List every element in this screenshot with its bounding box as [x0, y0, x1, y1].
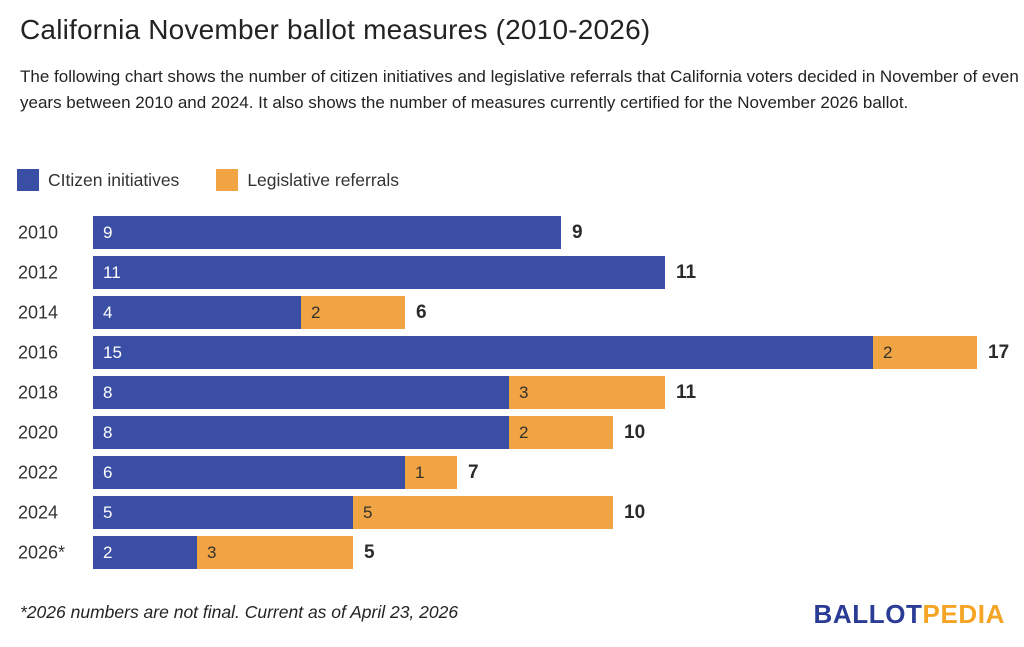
- legend-item-citizen-initiatives: CItizen initiatives: [17, 169, 179, 191]
- chart-row-2026: 2026* 2 3 5: [0, 536, 1024, 569]
- year-label: 2012: [18, 262, 59, 282]
- total-value-label: 10: [624, 421, 646, 443]
- segment-value-label: 3: [207, 542, 217, 562]
- bar-strip: 6 1 7: [93, 456, 479, 489]
- total-value-label: 17: [988, 341, 1010, 363]
- chart-row-2010: 2010 9 9: [0, 216, 1024, 249]
- segment-value-label: 5: [103, 502, 113, 522]
- segment-value-label: 5: [363, 502, 373, 522]
- year-label: 2026*: [18, 542, 66, 562]
- bar-strip: 5 5 10: [93, 496, 645, 529]
- citizen-initiatives-swatch: [17, 169, 39, 191]
- bar-strip: 8 2 10: [93, 416, 645, 449]
- citizen-initiatives-bar-segment: 8: [93, 376, 509, 409]
- total-value-label: 5: [364, 541, 375, 563]
- chart-row-2012: 2012 11 11: [0, 256, 1024, 289]
- segment-value-label: 15: [103, 342, 122, 362]
- total-value-label: 11: [676, 381, 697, 403]
- legislative-referrals-bar-segment: 2: [873, 336, 977, 369]
- legislative-referrals-label: Legislative referrals: [247, 169, 400, 190]
- year-label: 2014: [18, 302, 59, 322]
- citizen-initiatives-bar-segment: 4: [93, 296, 301, 329]
- legislative-referrals-bar-segment: 1: [405, 456, 457, 489]
- bar-strip: 8 3 11: [93, 376, 696, 409]
- segment-value-label: 8: [103, 382, 113, 402]
- footnote: *2026 numbers are not final. Current as …: [20, 602, 459, 622]
- segment-value-label: 8: [103, 422, 113, 442]
- total-value-label: 6: [416, 301, 427, 323]
- legislative-referrals-bar-segment: 2: [509, 416, 613, 449]
- legend-item-legislative-referrals: Legislative referrals: [216, 169, 399, 191]
- ballotpedia-logo: BALLOTPEDIA: [814, 599, 1006, 630]
- citizen-initiatives-bar-segment: 8: [93, 416, 509, 449]
- chart-row-2024: 2024 5 5 10: [0, 496, 1024, 529]
- chart-row-2018: 2018 8 3 11: [0, 376, 1024, 409]
- bar-strip: 15 2 17: [93, 336, 1009, 369]
- year-label: 2016: [18, 342, 59, 362]
- citizen-initiatives-bar-segment: 9: [93, 216, 561, 249]
- bar-strip: 4 2 6: [93, 296, 427, 329]
- citizen-initiatives-bar-segment: 11: [93, 256, 665, 289]
- year-label: 2018: [18, 382, 59, 402]
- segment-value-label: 2: [519, 422, 529, 442]
- total-value-label: 11: [676, 261, 697, 283]
- segment-value-label: 3: [519, 382, 529, 402]
- citizen-initiatives-bar-segment: 2: [93, 536, 197, 569]
- segment-value-label: 2: [311, 302, 321, 322]
- segment-value-label: 2: [883, 342, 893, 362]
- citizen-initiatives-bar-segment: 6: [93, 456, 405, 489]
- year-label: 2024: [18, 502, 59, 522]
- citizen-initiatives-bar-segment: 15: [93, 336, 873, 369]
- segment-value-label: 9: [103, 222, 113, 242]
- citizen-initiatives-bar-segment: 5: [93, 496, 353, 529]
- chart-row-2014: 2014 4 2 6: [0, 296, 1024, 329]
- legislative-referrals-bar-segment: 5: [353, 496, 613, 529]
- citizen-initiatives-label: CItizen initiatives: [48, 169, 180, 190]
- bar-strip: 11 11: [93, 256, 696, 289]
- year-label: 2020: [18, 422, 59, 442]
- chart-row-2016: 2016 15 2 17: [0, 336, 1024, 369]
- segment-value-label: 1: [415, 462, 425, 482]
- legislative-referrals-swatch: [216, 169, 239, 191]
- year-label: 2010: [18, 222, 59, 242]
- total-value-label: 10: [624, 501, 646, 523]
- chart-row-2022: 2022 6 1 7: [0, 456, 1024, 489]
- chart-title: California November ballot measures (201…: [20, 14, 651, 45]
- legislative-referrals-bar-segment: 3: [509, 376, 665, 409]
- total-value-label: 9: [572, 221, 583, 243]
- bar-chart: 2010 9 9 2012 11 11 2014 4 2 6 2016 15 2 17 2018 8 3 11 20…: [0, 216, 1024, 572]
- year-label: 2022: [18, 462, 59, 482]
- legislative-referrals-bar-segment: 2: [301, 296, 405, 329]
- logo-ballot-text: BALLOT: [813, 599, 923, 629]
- legislative-referrals-bar-segment: 3: [197, 536, 353, 569]
- bar-strip: 2 3 5: [93, 536, 375, 569]
- segment-value-label: 11: [103, 262, 121, 282]
- chart-subtitle: The following chart shows the number of …: [20, 67, 1019, 112]
- segment-value-label: 2: [103, 542, 113, 562]
- total-value-label: 7: [468, 461, 479, 483]
- legend: CItizen initiatives Legislative referral…: [17, 169, 399, 191]
- segment-value-label: 4: [103, 302, 113, 322]
- chart-row-2020: 2020 8 2 10: [0, 416, 1024, 449]
- segment-value-label: 6: [103, 462, 113, 482]
- logo-pedia-text: PEDIA: [922, 599, 1005, 629]
